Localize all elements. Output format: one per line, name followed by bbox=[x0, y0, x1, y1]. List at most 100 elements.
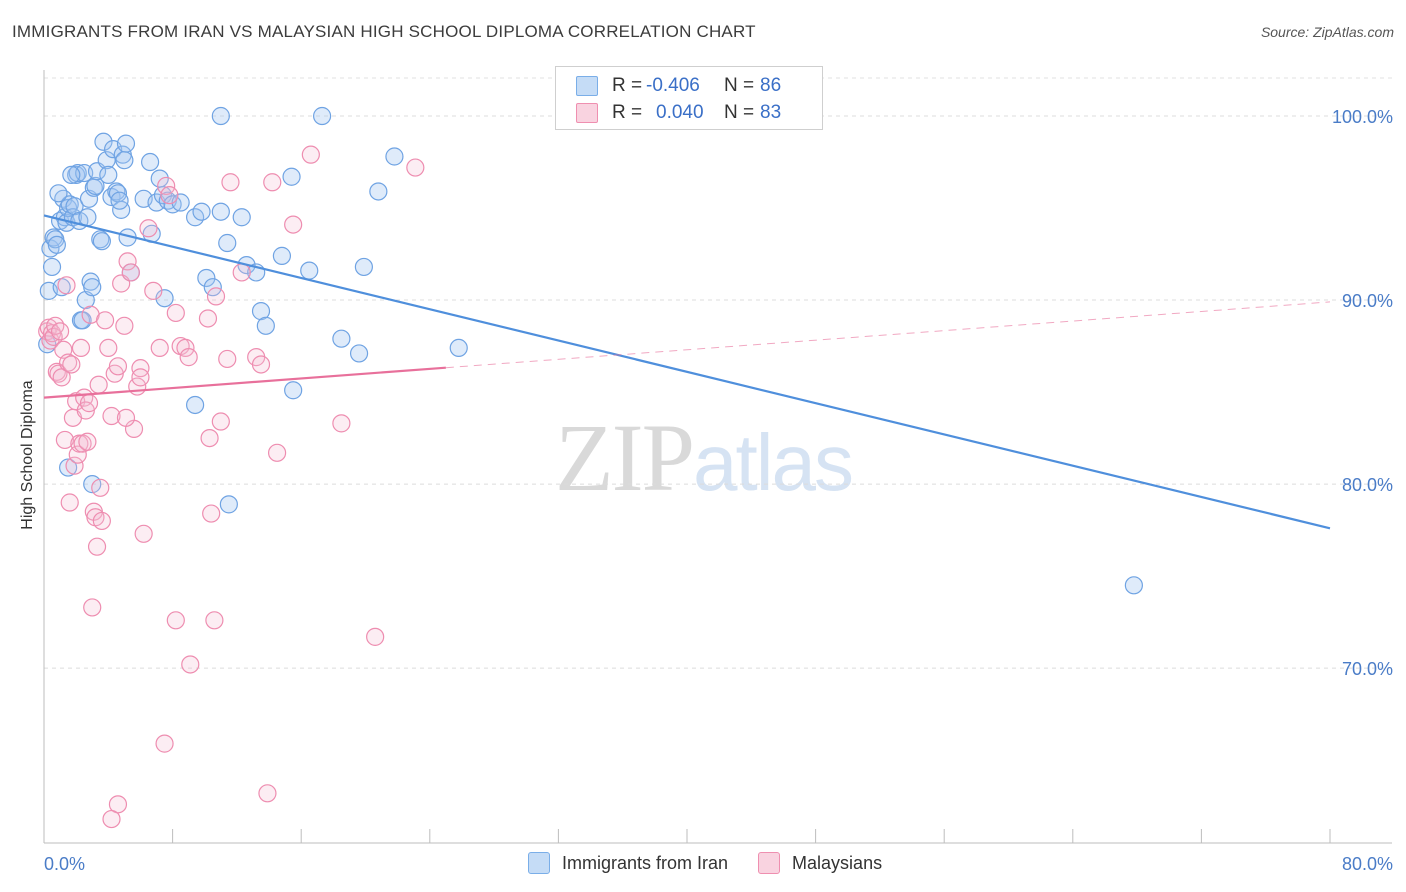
malaysians-point bbox=[267, 443, 287, 462]
iran-point bbox=[218, 233, 237, 253]
malaysians-point bbox=[115, 316, 134, 335]
malaysians-point bbox=[221, 173, 240, 192]
malaysians-point bbox=[87, 537, 107, 556]
malaysians-point bbox=[102, 406, 121, 426]
malaysians-point bbox=[166, 611, 185, 630]
malaysians-point bbox=[332, 414, 351, 433]
malaysians-point bbox=[160, 186, 179, 205]
iran-point bbox=[369, 182, 388, 201]
iran-point bbox=[140, 152, 160, 172]
iran-point bbox=[59, 458, 78, 477]
iran-trend-line bbox=[43, 214, 1331, 530]
malaysians-point bbox=[406, 158, 425, 177]
iran-point bbox=[94, 132, 113, 151]
iran-point bbox=[192, 202, 211, 221]
malaysians-point bbox=[218, 349, 237, 369]
iran-point bbox=[449, 338, 468, 358]
chart-title: IMMIGRANTS FROM IRAN VS MALAYSIAN HIGH S… bbox=[12, 22, 756, 41]
iran-point bbox=[197, 268, 216, 288]
legend-item-malaysians[interactable]: Malaysians bbox=[758, 852, 882, 874]
iran-point bbox=[171, 193, 190, 212]
iran-n-value: 86 bbox=[760, 75, 782, 96]
malaysians-legend-swatch bbox=[758, 852, 781, 874]
malaysians-point bbox=[301, 145, 320, 164]
malaysians-point bbox=[181, 655, 200, 674]
malaysians-point bbox=[46, 316, 65, 335]
iran-point bbox=[68, 163, 87, 183]
iran-point bbox=[312, 106, 332, 126]
malaysians-point bbox=[79, 394, 99, 413]
malaysians-point bbox=[366, 627, 385, 646]
iran-point bbox=[99, 165, 118, 185]
malaysians-point bbox=[95, 311, 115, 330]
iran-point bbox=[155, 289, 174, 308]
iran-swatch bbox=[576, 76, 598, 96]
iran-point bbox=[211, 202, 230, 221]
malaysians-point bbox=[232, 263, 251, 282]
stats-legend-row-iran: R = -0.406 N = 86 bbox=[576, 73, 781, 99]
malaysians-point bbox=[150, 338, 169, 358]
malaysians-point bbox=[59, 353, 78, 372]
malaysians-point bbox=[99, 338, 118, 358]
malaysians-point bbox=[108, 357, 128, 376]
iran-point bbox=[385, 147, 404, 166]
malaysians-point bbox=[166, 303, 185, 323]
malaysians-point bbox=[71, 338, 91, 358]
iran-point bbox=[97, 151, 116, 170]
stats-legend: R = -0.406 N = 86 R = 0.040 N = 83 bbox=[555, 66, 823, 130]
iran-point bbox=[92, 232, 111, 251]
malaysians-point bbox=[62, 355, 81, 374]
watermark-atlas: atlas bbox=[693, 418, 854, 507]
stats-legend-row-malaysians: R = 0.040 N = 83 bbox=[576, 100, 781, 126]
iran-point bbox=[86, 176, 105, 196]
malaysians-point bbox=[118, 252, 137, 271]
iran-point bbox=[42, 257, 62, 277]
iran-point bbox=[282, 167, 301, 186]
iran-point bbox=[332, 329, 351, 348]
malaysians-point bbox=[202, 504, 221, 523]
iran-point bbox=[78, 208, 97, 227]
malaysians-point bbox=[206, 287, 226, 306]
malaysians-point bbox=[78, 432, 97, 451]
iran-point bbox=[256, 316, 275, 335]
iran-point bbox=[211, 106, 230, 126]
iran-point bbox=[300, 261, 319, 280]
malaysians-point bbox=[50, 322, 70, 341]
y-tick-label: 90.0% bbox=[1342, 291, 1393, 311]
malaysians-point bbox=[65, 456, 84, 475]
iran-point bbox=[65, 197, 84, 216]
malaysians-swatch bbox=[576, 103, 598, 123]
legend-item-iran[interactable]: Immigrants from Iran bbox=[528, 852, 728, 874]
iran-point bbox=[83, 278, 102, 297]
malaysians-point bbox=[116, 408, 136, 427]
y-tick-label: 70.0% bbox=[1342, 659, 1393, 679]
malaysians-point bbox=[57, 276, 76, 295]
malaysians-point bbox=[60, 493, 79, 512]
iran-point bbox=[116, 134, 136, 153]
iran-point bbox=[115, 151, 134, 170]
malaysians-legend-label: Malaysians bbox=[792, 852, 883, 873]
malaysians-trend-line bbox=[43, 366, 446, 399]
iran-legend-swatch bbox=[528, 852, 550, 874]
malaysians-point bbox=[102, 809, 121, 829]
malaysians-point bbox=[251, 355, 271, 374]
malaysians-point bbox=[284, 215, 303, 234]
malaysians-point bbox=[263, 173, 282, 192]
malaysians-point bbox=[198, 309, 218, 328]
r-label: R = bbox=[612, 102, 643, 123]
malaysians-r-value: 0.040 bbox=[656, 102, 704, 123]
malaysians-point bbox=[211, 412, 230, 431]
x-tick-label-max: 80.0% bbox=[1342, 854, 1393, 874]
malaysians-point bbox=[91, 478, 110, 497]
iran-r-value: -0.406 bbox=[646, 75, 700, 96]
y-tick-label: 100.0% bbox=[1332, 107, 1393, 127]
iran-point bbox=[232, 208, 251, 227]
iran-point bbox=[219, 495, 238, 514]
r-label: R = bbox=[612, 75, 643, 96]
watermark-zip: ZIP bbox=[555, 404, 695, 511]
iran-point bbox=[62, 165, 81, 185]
iran-point bbox=[349, 344, 369, 363]
malaysians-point bbox=[131, 368, 150, 387]
iran-point bbox=[354, 257, 373, 277]
series-legend: Immigrants from Iran Malaysians bbox=[528, 852, 912, 874]
